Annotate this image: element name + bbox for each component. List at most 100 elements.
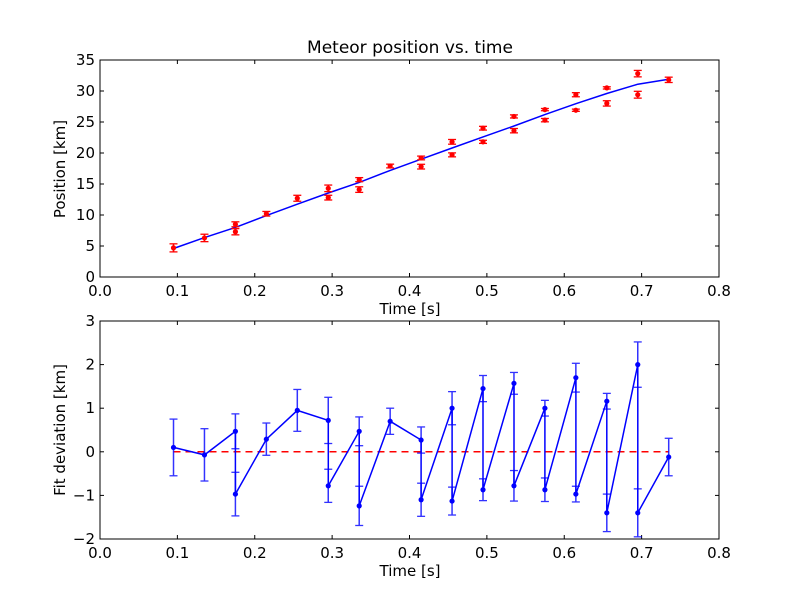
x-tick-label: 0.6 [552, 282, 576, 300]
data-point [356, 177, 362, 183]
y-tick-label: 1 [85, 399, 95, 417]
data-point [263, 211, 269, 217]
x-tick-label: 0.2 [243, 544, 267, 562]
data-point [325, 185, 331, 191]
data-point [325, 483, 331, 489]
data-point [201, 235, 208, 241]
y-tick-label: 25 [76, 113, 95, 131]
data-point [418, 437, 424, 443]
data-point [449, 139, 455, 145]
data-point [542, 117, 548, 123]
x-tick-label: 0.7 [630, 282, 654, 300]
data-point [418, 155, 424, 161]
data-point [387, 163, 393, 169]
x-tick-label: 0.5 [475, 282, 499, 300]
x-tick-label: 0.3 [320, 544, 344, 562]
data-point [232, 221, 239, 227]
y-tick-label: 10 [76, 206, 95, 224]
deviation-chart: Time [s] Fit deviation [km] 0.0 0.1 0.2 0.3… [51, 312, 731, 580]
plot-frame [99, 320, 720, 540]
data-point [449, 498, 455, 504]
y-tick-label: −1 [73, 486, 95, 504]
data-point [170, 444, 177, 451]
data-point [604, 100, 610, 106]
data-point [511, 380, 517, 386]
data-point [325, 417, 331, 424]
y-tick-label: 30 [76, 82, 95, 100]
data-point [418, 164, 424, 170]
data-point [480, 125, 486, 131]
data-point [666, 454, 672, 460]
data-point [170, 245, 177, 251]
data-point [604, 510, 610, 516]
y-tick-label: 2 [85, 356, 95, 374]
x-tick-label: 0.4 [398, 282, 422, 300]
data-point [635, 510, 641, 516]
y-tick-label: 35 [76, 51, 95, 69]
data-point [511, 113, 517, 120]
position-chart: Meteor position vs. time Time [s] Positi… [51, 38, 731, 318]
data-point [542, 487, 548, 493]
x-tick-label: 0.2 [243, 282, 267, 300]
data-point [573, 491, 579, 497]
plot-frame [99, 59, 720, 278]
y-tick-label: 3 [85, 312, 95, 330]
residual-line [173, 364, 670, 516]
x-tick-label: 0.1 [165, 282, 189, 300]
x-tick-label: 0.0 [88, 544, 112, 562]
x-tick-label: 0.0 [88, 282, 112, 300]
data-point [604, 398, 610, 404]
data-point [325, 195, 331, 201]
data-point [418, 497, 424, 503]
x-tick-label: 0.8 [707, 282, 731, 300]
data-point [232, 428, 239, 434]
data-point [511, 483, 517, 489]
x-axis-label: Time [s] [379, 562, 441, 580]
data-point [511, 128, 517, 134]
data-point [604, 85, 610, 91]
data-point [480, 487, 486, 493]
data-point [542, 405, 548, 411]
data-point [635, 362, 641, 368]
y-tick-label: 0 [85, 268, 95, 286]
data-point [356, 428, 362, 434]
y-tick-label: 5 [85, 237, 95, 255]
x-tick-label: 0.6 [552, 544, 576, 562]
x-tick-label: 0.5 [475, 544, 499, 562]
y-axis-label: Fit deviation [km] [51, 364, 69, 496]
mark-group [169, 69, 673, 253]
data-point [356, 503, 362, 509]
x-tick-label: 0.7 [630, 544, 654, 562]
y-tick-label: 0 [85, 443, 95, 461]
y-tick-label: 15 [76, 175, 95, 193]
data-point [387, 418, 393, 424]
data-point [635, 71, 641, 77]
mark-group [169, 341, 673, 538]
y-tick-label: 20 [76, 144, 95, 162]
x-tick-label: 0.8 [707, 544, 731, 562]
x-tick-label: 0.3 [320, 282, 344, 300]
data-point [263, 436, 269, 442]
data-point [356, 186, 362, 193]
data-point [480, 139, 486, 145]
data-point [635, 92, 641, 98]
x-axis-label: Time [s] [379, 300, 441, 318]
data-point [201, 452, 208, 458]
data-point [573, 92, 579, 98]
tick-group: 0.0 0.1 0.2 0.3 0.4 0.5 0.6 0.7 0.8 0 5 10 15 20 25 30 3… [76, 51, 731, 300]
data-point [480, 385, 486, 392]
x-tick-label: 0.1 [165, 544, 189, 562]
chart-title: Meteor position vs. time [307, 38, 513, 58]
x-tick-label: 0.4 [398, 544, 422, 562]
data-point [573, 107, 579, 113]
data-point [232, 491, 239, 497]
data-point [449, 405, 455, 411]
data-point [666, 77, 672, 83]
y-axis-label: Position [km] [51, 120, 69, 218]
y-tick-label: −2 [73, 530, 95, 548]
data-point [449, 152, 455, 158]
data-point [542, 107, 548, 113]
data-point [294, 407, 300, 413]
